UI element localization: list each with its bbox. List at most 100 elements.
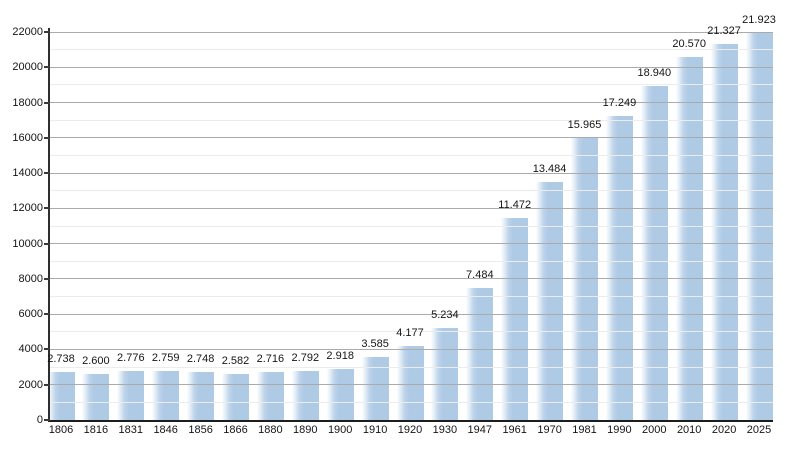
major-gridline (50, 172, 773, 174)
bar (431, 327, 459, 420)
bar (82, 374, 110, 420)
y-axis-tick (44, 348, 50, 351)
bar-value-label: 2.776 (117, 352, 145, 365)
bar (222, 374, 249, 420)
y-axis-tick (44, 207, 50, 210)
y-tick-label: 6000 (18, 308, 43, 321)
bar-value-label: 2.716 (256, 353, 285, 366)
major-gridline (50, 66, 773, 68)
year-label: 1890 (293, 424, 318, 436)
y-tick-label: 10000 (12, 237, 43, 250)
minor-gridline (50, 260, 773, 262)
year-label: 1806 (48, 424, 74, 436)
bar (675, 57, 703, 420)
y-tick-label: 12000 (12, 202, 43, 215)
bar-value-label: 18.940 (637, 66, 672, 79)
y-axis-tick (44, 101, 50, 104)
bar (745, 33, 773, 420)
minor-gridline (50, 225, 773, 227)
bar (536, 182, 564, 420)
year-label: 1920 (397, 424, 423, 436)
year-label: 1816 (83, 424, 109, 436)
bar (640, 85, 668, 420)
bar (187, 371, 215, 420)
major-gridline (50, 207, 773, 209)
y-tick-label: 2000 (18, 378, 43, 391)
bar-value-label: 17.249 (602, 96, 637, 109)
y-tick-label: 16000 (12, 131, 43, 144)
y-axis-tick (44, 242, 50, 245)
y-axis-tick (44, 172, 50, 175)
bar-value-label: 5.234 (431, 308, 459, 321)
major-gridline (50, 384, 773, 386)
y-axis-tick (44, 66, 50, 69)
major-gridline (50, 137, 773, 139)
year-label: 1856 (188, 424, 213, 436)
year-label: 1947 (467, 424, 493, 436)
year-label: 2000 (642, 424, 667, 436)
year-label: 1970 (537, 424, 562, 436)
bar (396, 346, 424, 420)
bar-value-label: 2.792 (291, 351, 320, 364)
y-tick-label: 20000 (12, 61, 43, 74)
year-label: 1880 (258, 424, 283, 436)
bar-value-label: 3.585 (361, 337, 389, 350)
y-tick-label: 0 (36, 414, 43, 426)
minor-gridline (50, 49, 773, 51)
bar-value-label: 2.918 (326, 349, 354, 362)
y-axis-tick (44, 383, 50, 386)
y-tick-label: 4000 (18, 343, 43, 356)
y-tick-label: 18000 (12, 96, 43, 109)
minor-gridline (50, 296, 773, 298)
bar-value-label: 2.600 (82, 355, 110, 368)
major-gridline (50, 313, 773, 315)
year-label: 1910 (362, 424, 388, 436)
major-gridline (50, 278, 773, 280)
bar (291, 370, 319, 420)
y-axis-tick (44, 31, 50, 33)
bar-value-label: 21.327 (707, 24, 741, 37)
bar-value-label: 4.177 (396, 327, 424, 340)
bar-value-label: 2.738 (47, 352, 75, 365)
bar-value-label: 2.748 (186, 352, 215, 365)
major-gridline (50, 102, 773, 104)
bar-value-label: 21.923 (742, 14, 776, 27)
y-tick-label: 22000 (12, 26, 43, 38)
y-axis-line (48, 28, 50, 422)
year-label: 1930 (432, 424, 458, 436)
bar-value-label: 15.965 (567, 119, 602, 132)
year-label: 1831 (118, 424, 144, 436)
major-gridline (50, 243, 773, 245)
y-axis-tick (44, 419, 50, 421)
year-label: 1846 (153, 424, 178, 436)
y-tick-label: 14000 (12, 167, 43, 180)
bar (605, 115, 633, 420)
y-axis-tick (44, 136, 50, 139)
bar-value-label: 2.582 (221, 355, 250, 368)
year-label: 1981 (572, 424, 597, 436)
year-label: 2020 (711, 424, 737, 436)
minor-gridline (50, 154, 773, 156)
year-label: 2025 (746, 424, 772, 436)
minor-gridline (50, 119, 773, 121)
bar (117, 371, 145, 420)
minor-gridline (50, 401, 773, 403)
year-label: 1990 (607, 424, 632, 436)
bar-value-label: 7.484 (466, 269, 494, 281)
minor-gridline (50, 190, 773, 192)
minor-gridline (50, 331, 773, 333)
bar (152, 371, 180, 420)
plot-area (50, 32, 773, 420)
minor-gridline (50, 366, 773, 368)
year-label: 2010 (676, 424, 702, 436)
major-gridline (50, 348, 773, 350)
minor-gridline (50, 84, 773, 86)
year-label: 1961 (502, 424, 527, 436)
bar (466, 288, 494, 420)
major-gridline (50, 31, 773, 33)
bar-value-label: 11.472 (498, 198, 532, 211)
bar-value-label: 13.484 (532, 163, 567, 176)
year-label: 1900 (327, 424, 353, 436)
y-axis-tick (44, 277, 50, 280)
